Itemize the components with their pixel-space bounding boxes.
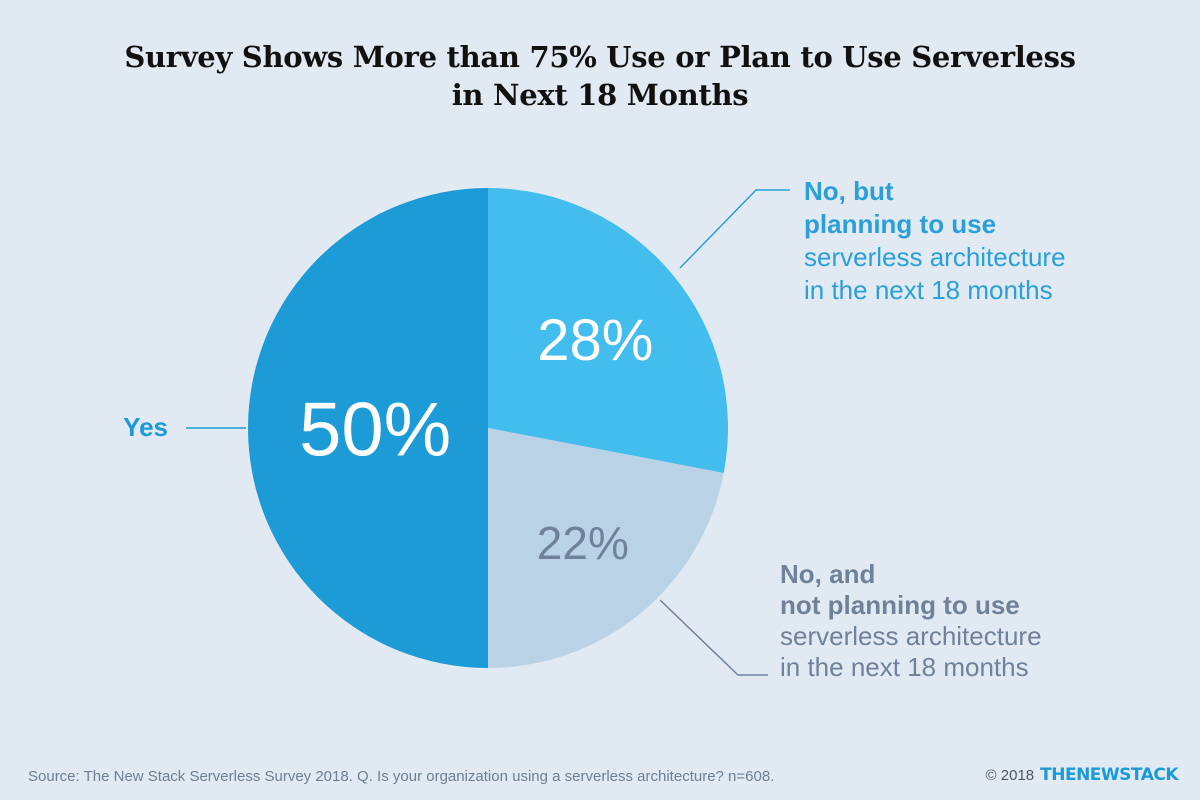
leader-lines: [186, 189, 790, 676]
chart-title: Survey Shows More than 75% Use or Plan t…: [0, 38, 1200, 114]
category-label-line: serverless architecture: [780, 621, 1042, 651]
chart-title-line-1: Survey Shows More than 75% Use or Plan t…: [124, 40, 1076, 74]
slice-value-label: 28%: [537, 308, 653, 373]
pie-slice-yes: [248, 188, 488, 668]
category-label-line: planning to use: [804, 209, 996, 239]
category-label-line: in the next 18 months: [780, 652, 1029, 682]
category-label-line: No, but: [804, 176, 894, 206]
pie-value-labels: 28% 22% 50%: [299, 308, 653, 569]
pie-slices: [248, 188, 729, 668]
category-label-line: not planning to use: [780, 590, 1020, 620]
copyright-text: © 2018: [985, 767, 1035, 784]
brand-logo: THENEWSTACK: [1040, 765, 1178, 785]
chart-title-line-2: in Next 18 Months: [451, 78, 749, 112]
slice-value-label: 50%: [299, 387, 451, 472]
category-label-line: No, and: [780, 559, 875, 589]
category-label-line: in the next 18 months: [804, 275, 1053, 305]
copyright-notice: © 2018 THENEWSTACK: [985, 765, 1179, 785]
leader-line: [659, 599, 768, 676]
category-label-line: serverless architecture: [804, 242, 1066, 272]
pie-slice-no-and-not-planning-to-use-serverless-ar: [488, 428, 724, 668]
leader-line: [679, 189, 790, 269]
category-label-line: Yes: [123, 412, 168, 442]
source-note: Source: The New Stack Serverless Survey …: [28, 768, 775, 785]
slice-value-label: 22%: [537, 517, 629, 569]
pie-slice-no-but-planning-to-use-serverless-archit: [488, 188, 729, 473]
